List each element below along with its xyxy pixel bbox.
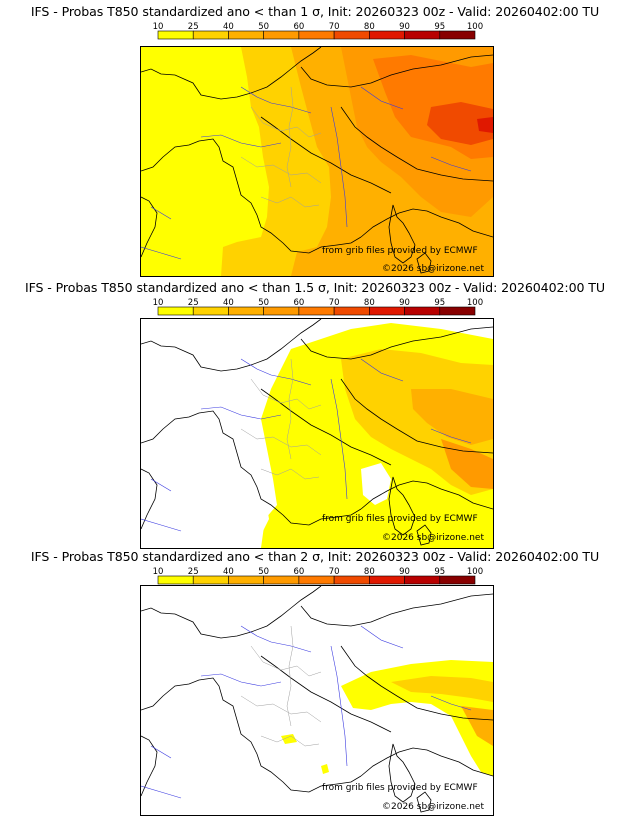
legend-tick-label: 10 bbox=[153, 567, 164, 577]
legend-swatch bbox=[369, 575, 405, 585]
copyright-footer: ©2026 sb@irizone.net bbox=[382, 802, 484, 812]
legend-tick-label: 90 bbox=[399, 298, 410, 308]
map-panel-1: IFS - Probas T850 standardized ano < tha… bbox=[0, 0, 630, 277]
legend-tick-label: 80 bbox=[364, 22, 375, 32]
color-legend: 10 25 40 50 60 70 80 90 95 100 bbox=[153, 298, 483, 316]
legend-swatch bbox=[404, 575, 441, 585]
color-legend: 10 25 40 50 60 70 80 90 95 100 bbox=[153, 567, 483, 585]
legend-tick-label: 100 bbox=[467, 22, 483, 32]
legend-swatch bbox=[369, 306, 405, 316]
probability-map bbox=[140, 318, 494, 549]
legend-tick-label: 95 bbox=[434, 567, 445, 577]
legend-tick-label: 50 bbox=[258, 22, 269, 32]
legend-swatch bbox=[192, 575, 229, 585]
legend-swatch bbox=[157, 30, 194, 40]
legend-tick-label: 25 bbox=[188, 298, 199, 308]
legend-swatch bbox=[404, 306, 441, 316]
legend-tick-label: 80 bbox=[364, 567, 375, 577]
legend-swatch bbox=[263, 575, 300, 585]
legend-tick-label: 90 bbox=[399, 567, 410, 577]
legend-swatch bbox=[298, 306, 335, 316]
legend-tick-label: 40 bbox=[223, 298, 234, 308]
legend-tick-label: 50 bbox=[258, 298, 269, 308]
legend-tick-label: 70 bbox=[329, 22, 340, 32]
legend-tick-label: 95 bbox=[434, 298, 445, 308]
legend-tick-label: 60 bbox=[293, 298, 304, 308]
probability-map bbox=[140, 585, 494, 816]
legend-swatch bbox=[228, 30, 264, 40]
legend-tick-label: 25 bbox=[188, 22, 199, 32]
data-credit: from grib files provided by ECMWF bbox=[322, 246, 478, 256]
map-panel-3: IFS - Probas T850 standardized ano < tha… bbox=[0, 545, 630, 816]
legend-swatch bbox=[157, 575, 194, 585]
copyright-footer: ©2026 sb@irizone.net bbox=[382, 264, 484, 274]
legend-swatch bbox=[263, 30, 300, 40]
legend-swatch bbox=[439, 306, 476, 316]
legend-swatch bbox=[333, 30, 370, 40]
legend-tick-label: 40 bbox=[223, 22, 234, 32]
legend-swatch bbox=[439, 30, 476, 40]
legend-tick-label: 10 bbox=[153, 22, 164, 32]
color-legend: 10 25 40 50 60 70 80 90 95 100 bbox=[153, 22, 483, 40]
legend-tick-label: 70 bbox=[329, 298, 340, 308]
legend-swatch bbox=[298, 575, 335, 585]
legend-tick-label: 10 bbox=[153, 298, 164, 308]
legend-swatch bbox=[369, 30, 405, 40]
legend-tick-label: 60 bbox=[293, 22, 304, 32]
legend-swatch bbox=[228, 575, 264, 585]
legend-swatch bbox=[192, 30, 229, 40]
legend-swatch bbox=[439, 575, 476, 585]
map-panel-2: IFS - Probas T850 standardized ano < tha… bbox=[0, 276, 630, 549]
legend-swatch bbox=[298, 30, 335, 40]
panel-title: IFS - Probas T850 standardized ano < tha… bbox=[24, 280, 606, 295]
legend-tick-label: 50 bbox=[258, 567, 269, 577]
panel-title: IFS - Probas T850 standardized ano < tha… bbox=[30, 4, 600, 19]
legend-tick-label: 80 bbox=[364, 298, 375, 308]
data-credit: from grib files provided by ECMWF bbox=[322, 514, 478, 524]
legend-swatch bbox=[333, 306, 370, 316]
legend-tick-label: 95 bbox=[434, 22, 445, 32]
legend-tick-label: 100 bbox=[467, 298, 483, 308]
legend-swatch bbox=[157, 306, 194, 316]
legend-tick-label: 60 bbox=[293, 567, 304, 577]
legend-swatch bbox=[333, 575, 370, 585]
probability-map bbox=[140, 46, 494, 277]
legend-swatch bbox=[192, 306, 229, 316]
legend-tick-label: 40 bbox=[223, 567, 234, 577]
data-credit: from grib files provided by ECMWF bbox=[322, 783, 478, 793]
legend-tick-label: 90 bbox=[399, 22, 410, 32]
legend-swatch bbox=[263, 306, 300, 316]
legend-tick-label: 100 bbox=[467, 567, 483, 577]
legend-tick-label: 70 bbox=[329, 567, 340, 577]
legend-swatch bbox=[228, 306, 264, 316]
legend-swatch bbox=[404, 30, 441, 40]
panel-title: IFS - Probas T850 standardized ano < tha… bbox=[30, 549, 600, 564]
legend-tick-label: 25 bbox=[188, 567, 199, 577]
copyright-footer: ©2026 sb@irizone.net bbox=[382, 533, 484, 543]
